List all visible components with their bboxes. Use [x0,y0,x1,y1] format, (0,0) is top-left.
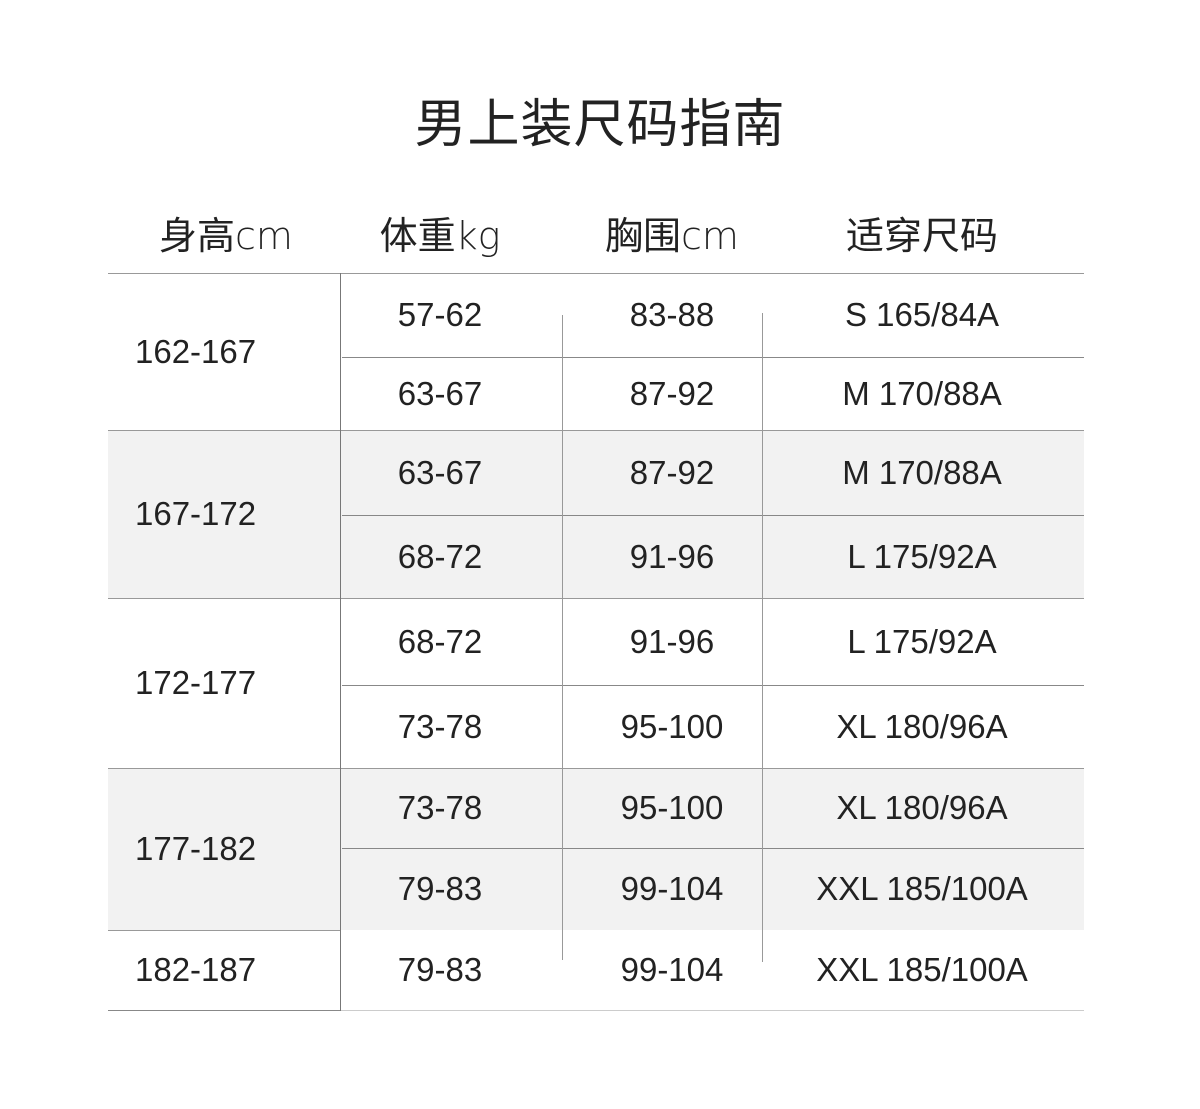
row-divider [108,768,1084,769]
sub-row-divider [342,515,1084,516]
weight-cell: 73-78 [397,707,483,745]
sub-row-divider [342,685,1084,686]
height-cell: 172-177 [135,664,257,701]
row-divider [108,598,1084,599]
weight-cell: 63-67 [397,453,483,491]
column-divider [762,313,763,962]
size-cell: M 170/88A [842,453,1002,491]
header-size: 适穿尺码 [845,214,998,258]
size-group [108,768,1084,930]
height-cell: 182-187 [135,951,257,988]
height-cell: 167-172 [135,495,257,532]
row-divider [108,273,1084,274]
chest-cell: 95-100 [620,789,724,826]
row-divider [108,430,1084,431]
size-cell: L 175/92A [847,537,997,575]
table-bottom-border [340,1010,1084,1011]
size-cell: L 175/92A [847,622,997,660]
weight-cell: 68-72 [397,537,483,575]
chest-cell: 87-92 [629,374,715,412]
weight-cell: 73-78 [397,789,483,826]
size-cell: S 165/84A [844,296,1000,333]
chest-cell: 87-92 [629,453,715,491]
sub-row-divider [342,357,1084,358]
size-cell: XL 180/96A [836,789,1008,826]
size-cell: XL 180/96A [836,707,1008,745]
row-divider [108,930,340,931]
weight-cell: 63-67 [397,374,483,412]
chest-cell: 91-96 [629,537,715,575]
height-cell: 177-182 [135,830,257,867]
page-title: 男上装尺码指南 [414,95,786,155]
size-cell: XXL 185/100A [816,951,1028,988]
sub-row-divider [342,848,1084,849]
chest-cell: 91-96 [629,622,715,660]
chest-cell: 99-104 [620,951,724,988]
weight-cell: 79-83 [397,951,483,988]
header-chest: 胸围cm [605,214,739,258]
size-cell: M 170/88A [842,374,1002,412]
height-cell: 162-167 [135,332,257,370]
weight-cell: 79-83 [397,870,483,907]
column-divider [340,273,341,1011]
table-bottom-border [108,1010,340,1011]
column-divider [562,315,563,960]
header-height: 身高cm [159,214,293,258]
size-group [108,430,1084,598]
chest-cell: 95-100 [620,707,724,745]
size-cell: XXL 185/100A [816,870,1028,907]
chest-cell: 83-88 [629,296,715,333]
weight-cell: 57-62 [397,296,483,333]
chest-cell: 99-104 [620,870,724,907]
weight-cell: 68-72 [397,622,483,660]
header-weight: 体重kg [379,214,501,258]
